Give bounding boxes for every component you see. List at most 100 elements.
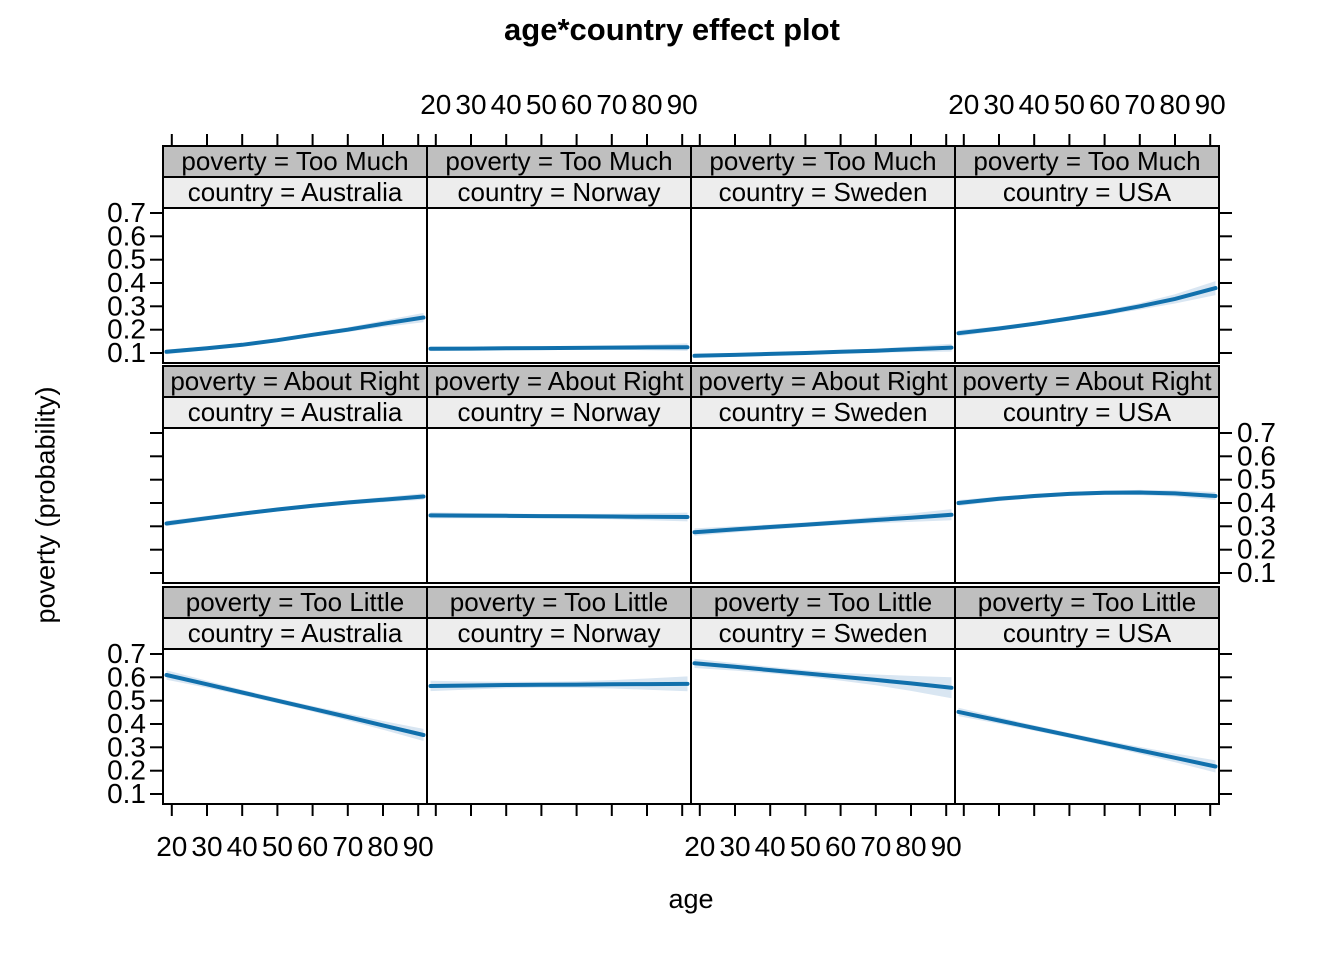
strip-country-label: country = USA [1003, 618, 1172, 648]
strip-poverty-label: poverty = About Right [698, 366, 948, 396]
panel-border [954, 207, 1220, 364]
panel-border [426, 648, 692, 805]
y-tick-label: 0.3 [1237, 510, 1276, 541]
y-tick-label: 0.2 [107, 314, 146, 345]
x-tick-label: 70 [596, 89, 627, 120]
x-tick-label: 60 [825, 831, 856, 862]
strip-poverty [954, 145, 1220, 178]
panel-too-little-australia [164, 670, 426, 741]
strip-country-label: country = Norway [457, 618, 660, 648]
y-tick-label: 0.1 [107, 778, 146, 809]
strip-poverty-label: poverty = About Right [434, 366, 684, 396]
fitted-line [428, 513, 690, 519]
strip-country-label: country = USA [1003, 397, 1172, 427]
strip-poverty-label: poverty = About Right [962, 366, 1212, 396]
strip-country-label: country = Sweden [719, 397, 928, 427]
x-tick-label: 50 [1054, 89, 1085, 120]
x-tick-label: 40 [227, 831, 258, 862]
x-tick-label: 20 [948, 89, 979, 120]
strip-country [162, 617, 428, 650]
strip-poverty-label: poverty = Too Much [181, 146, 408, 176]
x-tick-label: 90 [667, 89, 698, 120]
y-tick-label: 0.3 [107, 290, 146, 321]
x-tick-label: 90 [403, 831, 434, 862]
panel-border [690, 207, 956, 364]
panel-too-little-norway [428, 676, 690, 692]
y-tick-label: 0.7 [107, 638, 146, 669]
panel-too-much-australia [164, 312, 426, 355]
fitted-line [164, 494, 426, 526]
strip-poverty-label: poverty = Too Little [714, 587, 933, 617]
panel-border [426, 207, 692, 364]
strip-poverty-label: poverty = Too Much [445, 146, 672, 176]
x-tick-label: 50 [790, 831, 821, 862]
x-tick-label: 60 [1089, 89, 1120, 120]
panel-border [690, 427, 956, 584]
strip-country-label: country = Norway [457, 397, 660, 427]
x-tick-label: 30 [719, 831, 750, 862]
strip-poverty-label: poverty = Too Little [978, 587, 1197, 617]
strip-poverty [426, 145, 692, 178]
x-tick-label: 60 [561, 89, 592, 120]
y-tick-label: 0.2 [1237, 534, 1276, 565]
y-tick-label: 0.3 [107, 731, 146, 762]
y-tick-label: 0.5 [107, 685, 146, 716]
x-tick-label: 90 [931, 831, 962, 862]
y-tick-label: 0.7 [1237, 417, 1276, 448]
x-tick-label: 70 [1124, 89, 1155, 120]
x-tick-label: 80 [367, 831, 398, 862]
y-tick-label: 0.7 [107, 197, 146, 228]
panel-about-right-usa [956, 489, 1218, 506]
x-tick-label: 80 [1159, 89, 1190, 120]
panel-too-little-sweden [692, 658, 954, 699]
panel-border [426, 427, 692, 584]
panel-too-much-sweden [692, 343, 954, 358]
panel-border [162, 207, 428, 364]
strip-country-label: country = Sweden [719, 618, 928, 648]
x-tick-label: 40 [755, 831, 786, 862]
panel-border [162, 427, 428, 584]
x-tick-label: 20 [420, 89, 451, 120]
panel-about-right-australia [164, 493, 426, 527]
x-tick-label: 80 [895, 831, 926, 862]
x-tick-label: 70 [860, 831, 891, 862]
x-axis-label: age [668, 884, 714, 914]
strip-country-label: country = Australia [188, 397, 403, 427]
y-tick-label: 0.6 [1237, 440, 1276, 471]
strip-country [162, 396, 428, 429]
fitted-line [428, 345, 690, 351]
panel-too-little-usa [956, 707, 1218, 773]
x-tick-label: 20 [684, 831, 715, 862]
strip-country [162, 176, 428, 209]
fitted-line [956, 709, 1218, 769]
chart-title: age*country effect plot [504, 12, 840, 47]
y-tick-label: 0.5 [107, 244, 146, 275]
fitted-line [692, 512, 954, 535]
panel-too-much-norway [428, 343, 690, 352]
x-tick-label: 50 [262, 831, 293, 862]
x-tick-label: 50 [526, 89, 557, 120]
panel-about-right-sweden [692, 509, 954, 536]
x-tick-label: 70 [332, 831, 363, 862]
strip-country [954, 396, 1220, 429]
panel-border [954, 648, 1220, 805]
y-tick-label: 0.4 [107, 267, 146, 298]
x-tick-label: 20 [156, 831, 187, 862]
panel-too-much-usa [956, 281, 1218, 337]
y-tick-label: 0.4 [1237, 487, 1276, 518]
strip-country-label: country = Sweden [719, 177, 928, 207]
strip-poverty-label: poverty = Too Much [709, 146, 936, 176]
strip-poverty [690, 365, 956, 398]
strip-country [690, 617, 956, 650]
x-tick-label: 90 [1195, 89, 1226, 120]
x-tick-label: 40 [491, 89, 522, 120]
strip-poverty [954, 365, 1220, 398]
strip-country [954, 176, 1220, 209]
strip-country-label: country = Australia [188, 177, 403, 207]
x-tick-label: 30 [191, 831, 222, 862]
strip-country [954, 617, 1220, 650]
fitted-line [164, 315, 426, 354]
strip-country-label: country = USA [1003, 177, 1172, 207]
